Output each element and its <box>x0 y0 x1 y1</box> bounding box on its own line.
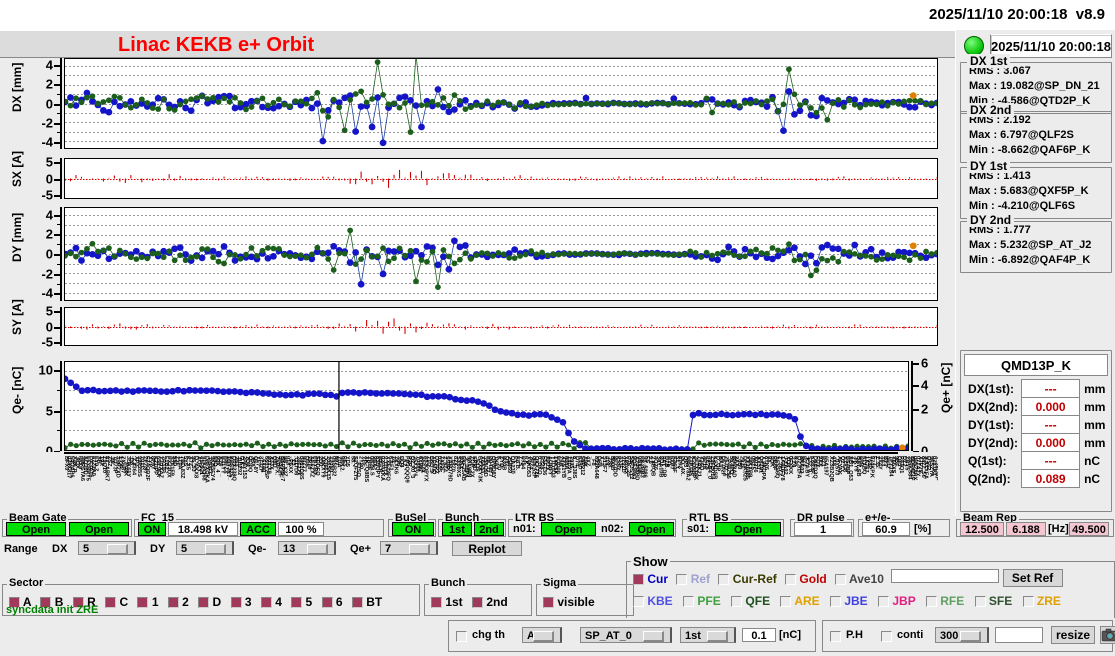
svg-text:65A197: 65A197 <box>822 456 828 476</box>
svg-text:4XZ: 4XZ <box>584 456 590 467</box>
svg-text:3_28QAP: 3_28QAP <box>933 456 938 481</box>
svg-text:YD5: YD5 <box>344 456 350 467</box>
